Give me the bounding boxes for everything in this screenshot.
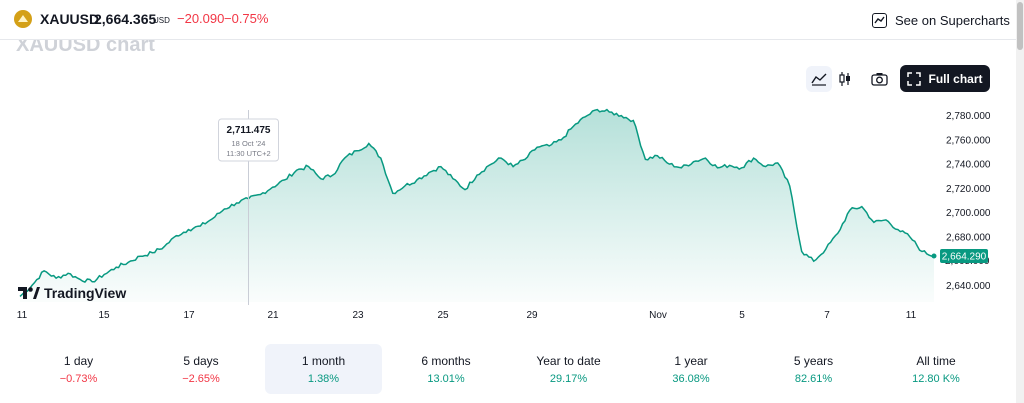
- tradingview-logo[interactable]: TradingView: [18, 285, 126, 301]
- y-tick-label: 2,680.000: [946, 232, 991, 243]
- x-tick-label: 11: [906, 310, 917, 321]
- period-selector: 1 day −0.73% 5 days −2.65% 1 month 1.38% 6 …: [20, 344, 1000, 394]
- tradingview-wordmark: TradingView: [44, 285, 127, 301]
- currency-label: USD: [153, 16, 170, 25]
- period-label: 1 month: [301, 353, 346, 368]
- full-chart-button[interactable]: Full chart: [900, 65, 990, 92]
- area-chart-button[interactable]: [806, 66, 832, 92]
- price-change-percent: −0.75%: [224, 11, 269, 26]
- period-label: 5 years: [793, 353, 834, 368]
- x-tick-label: 25: [437, 310, 449, 321]
- period-change: 12.80 K%: [912, 372, 960, 385]
- last-value-dot: [931, 253, 937, 259]
- period-label: Year to date: [536, 353, 601, 368]
- chart-style-toggle: [806, 66, 858, 92]
- full-chart-label: Full chart: [928, 71, 983, 86]
- last-value-label: 2,664.290: [942, 251, 987, 262]
- period-1-year[interactable]: 1 year 36.08%: [633, 344, 750, 394]
- period-5-years[interactable]: 5 years 82.61%: [755, 344, 872, 394]
- y-tick-label: 2,740.000: [946, 160, 991, 171]
- y-tick-label: 2,720.000: [946, 184, 991, 195]
- x-tick-label: Nov: [649, 310, 667, 321]
- period-label: All time: [916, 353, 956, 368]
- candles-chart-button[interactable]: [832, 66, 858, 92]
- tooltip-date: 18 Oct '24: [232, 139, 266, 148]
- candles-icon: [839, 72, 850, 86]
- period-change: 82.61%: [794, 372, 833, 385]
- period-year-to-date[interactable]: Year to date 29.17%: [510, 344, 627, 394]
- camera-icon: [870, 73, 888, 86]
- area-chart-icon: [811, 73, 827, 86]
- snapshot-button[interactable]: [866, 66, 892, 92]
- period-change: 29.17%: [549, 372, 588, 385]
- y-tick-label: 2,780.000: [946, 111, 991, 122]
- symbol-name[interactable]: XAUUSD: [40, 11, 100, 27]
- period-change: −0.73%: [59, 372, 98, 385]
- period-label: 5 days: [183, 353, 219, 368]
- chart-section-title: XAUUSD chart: [16, 34, 155, 56]
- symbol-header: XAUUSD 2,664.365 USD −20.090 −0.75% See …: [0, 0, 1016, 40]
- price-series-line: [19, 108, 935, 297]
- page-scrollbar[interactable]: [1016, 0, 1024, 403]
- period-label: 1 day: [63, 353, 94, 368]
- see-on-supercharts-button[interactable]: See on Supercharts: [872, 10, 1010, 30]
- y-tick-label: 2,760.000: [946, 135, 991, 146]
- tooltip-time: 11:30 UTC+2: [226, 149, 270, 158]
- x-tick-label: 15: [98, 310, 110, 321]
- tradingview-icon: [18, 287, 40, 299]
- x-tick-label: 11: [17, 310, 28, 321]
- x-tick-label: 21: [267, 310, 279, 321]
- last-price: 2,664.365: [94, 11, 157, 27]
- period-all-time[interactable]: All time 12.80 K%: [878, 344, 995, 394]
- x-tick-label: 29: [526, 310, 538, 321]
- hover-tooltip: [218, 118, 279, 162]
- see-on-supercharts-label: See on Supercharts: [895, 12, 1010, 28]
- gold-symbol-icon: [14, 10, 32, 28]
- tooltip-price: 2,711.475: [227, 125, 271, 136]
- period-label: 1 year: [674, 353, 708, 368]
- y-tick-label: 2,640.000: [946, 281, 991, 292]
- period-change: −2.65%: [182, 372, 220, 385]
- chart-line-icon: [872, 12, 887, 28]
- period-5-days[interactable]: 5 days −2.65%: [143, 344, 260, 394]
- price-area-fill: [20, 109, 934, 302]
- period-change: 1.38%: [307, 372, 340, 385]
- x-tick-label: 17: [183, 310, 195, 321]
- period-1-day[interactable]: 1 day −0.73%: [20, 344, 137, 394]
- period-1-month[interactable]: 1 month 1.38%: [265, 344, 382, 394]
- fullscreen-icon: [907, 71, 922, 86]
- period-6-months[interactable]: 6 months 13.01%: [388, 344, 505, 394]
- scrollbar-thumb[interactable]: [1017, 2, 1023, 50]
- period-label: 6 months: [421, 353, 471, 368]
- last-value-badge: [940, 248, 988, 263]
- y-tick-label: 2,700.000: [946, 208, 991, 219]
- x-tick-label: 23: [352, 310, 364, 321]
- period-change: 36.08%: [672, 372, 710, 385]
- x-tick-label: 5: [739, 310, 745, 321]
- x-tick-label: 7: [824, 310, 830, 321]
- price-chart[interactable]: 2,780.000 2,760.000 2,740.000 2,720.000 2,70…: [0, 95, 1010, 330]
- period-change: 13.01%: [427, 372, 465, 385]
- price-change: −20.090: [177, 11, 225, 26]
